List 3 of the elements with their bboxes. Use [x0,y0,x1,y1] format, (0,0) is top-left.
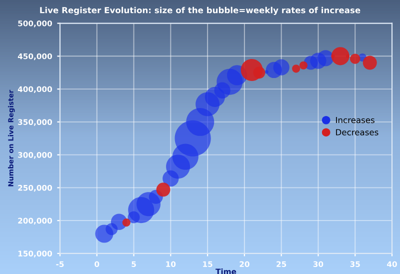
legend-label: Increases [336,116,374,124]
legend-label: Decreases [336,129,378,136]
chart-title: Live Register Evolution: size of the bubble=weekly rates of increase [40,6,360,15]
